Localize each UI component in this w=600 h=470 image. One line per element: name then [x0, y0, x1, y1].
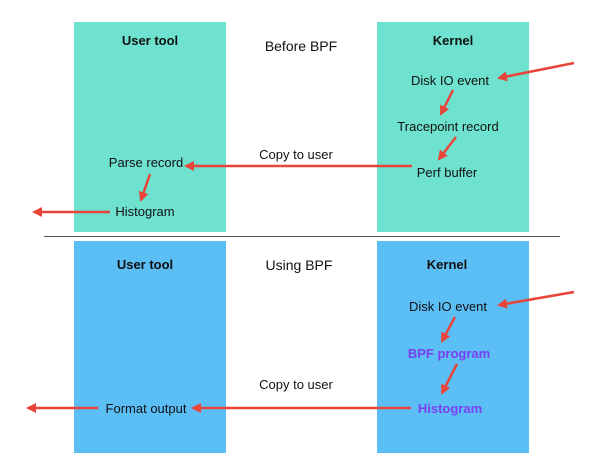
using-kernel-step-disk-io: Disk IO event — [408, 299, 488, 314]
before-kernel-step-tracepoint: Tracepoint record — [397, 119, 499, 134]
arrow-into-disk-io-using — [497, 290, 575, 309]
using-user-tool-box — [74, 241, 226, 453]
using-section-title: Using BPF — [265, 257, 333, 273]
arrow-disk-to-bpf — [440, 316, 457, 343]
arrow-into-disk-io-before — [497, 61, 575, 82]
using-copy-to-user-label: Copy to user — [259, 377, 333, 392]
arrow-disk-to-tracepoint — [439, 89, 455, 116]
before-user-tool-label: User tool — [121, 33, 179, 48]
using-kernel-step-bpf-program: BPF program — [407, 346, 491, 361]
before-kernel-label: Kernel — [432, 33, 474, 48]
before-kernel-step-disk-io: Disk IO event — [410, 73, 490, 88]
before-user-step-histogram: Histogram — [115, 204, 175, 219]
before-kernel-step-perf-buffer: Perf buffer — [416, 165, 478, 180]
using-user-step-format-output: Format output — [105, 401, 187, 416]
before-section-title: Before BPF — [264, 38, 338, 54]
section-divider — [44, 236, 560, 237]
arrow-tracepoint-to-perf — [437, 136, 457, 161]
using-user-tool-label: User tool — [116, 257, 174, 272]
arrow-parse-to-histogram — [138, 173, 152, 202]
using-kernel-box — [377, 241, 529, 453]
before-user-tool-box — [74, 22, 226, 232]
before-copy-to-user-label: Copy to user — [259, 147, 333, 162]
before-kernel-box — [377, 22, 529, 232]
using-kernel-step-histogram: Histogram — [417, 401, 483, 416]
before-user-step-parse-record: Parse record — [108, 155, 184, 170]
arrow-bpf-to-histogram — [440, 363, 459, 395]
using-kernel-label: Kernel — [426, 257, 468, 272]
